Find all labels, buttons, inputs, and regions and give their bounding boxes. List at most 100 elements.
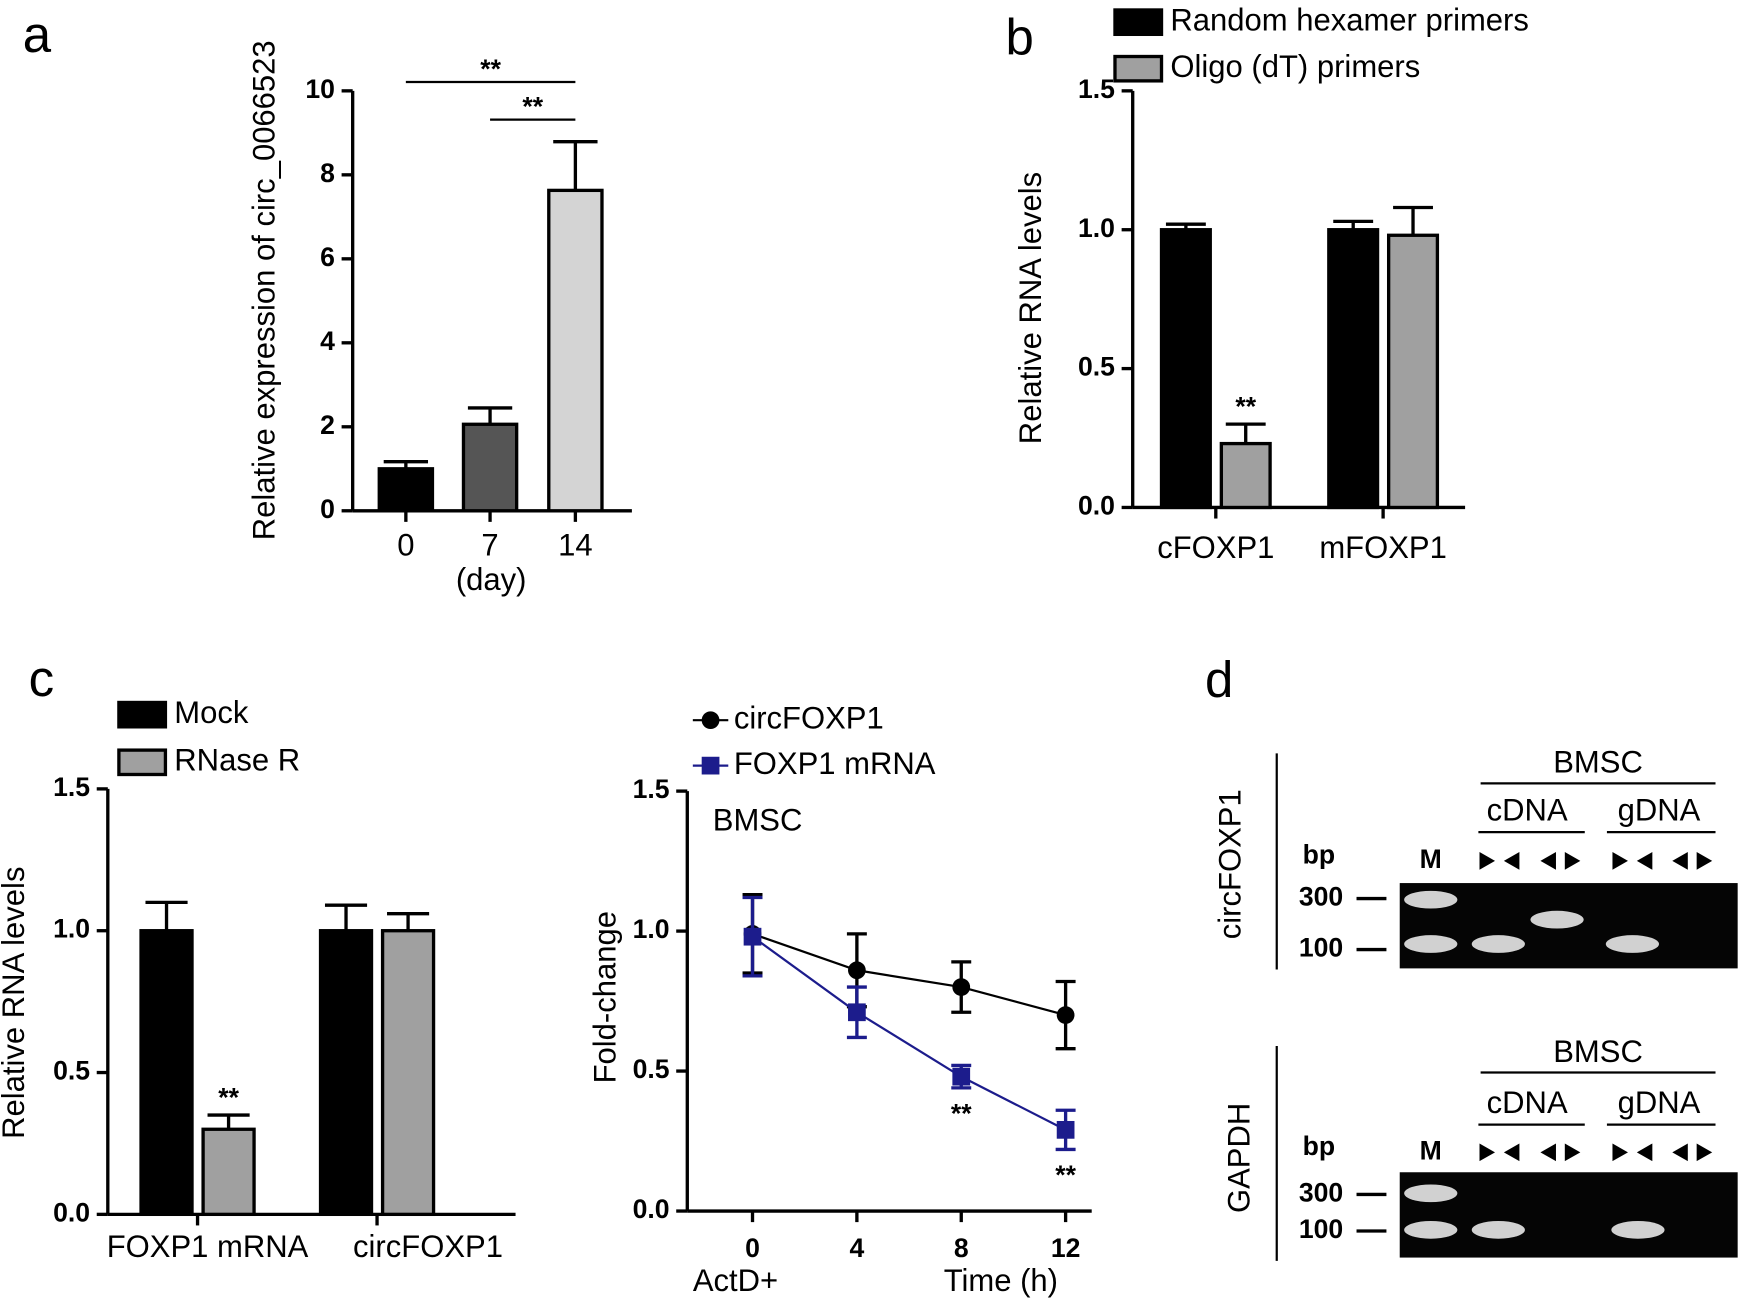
- x-axis-label: Time (h): [944, 1263, 1058, 1298]
- x-tick-label: circFOXP1: [353, 1229, 503, 1264]
- bar: [461, 422, 519, 513]
- y-axis-label: Fold-change: [588, 911, 623, 1083]
- y-tick-label: 0.0: [1078, 490, 1115, 520]
- primer-arrow: [1696, 852, 1713, 870]
- gel-band: [1471, 1221, 1525, 1239]
- x-tick-label: 12: [1051, 1233, 1081, 1263]
- x-tick-label: 8: [954, 1233, 969, 1263]
- gel-band: [1404, 935, 1458, 953]
- primer-arrow: [1479, 1143, 1496, 1162]
- primer-arrow: [1612, 1143, 1628, 1162]
- primer-arrow: [1479, 852, 1496, 870]
- primer-arrow: [1540, 852, 1556, 870]
- x-tick-label: 7: [481, 528, 498, 563]
- size-label: 300: [1299, 1177, 1343, 1207]
- y-tick-label: 1.0: [633, 914, 670, 944]
- primer-arrow: [1636, 1143, 1653, 1162]
- size-label: 100: [1299, 1214, 1343, 1244]
- primer-arrow: [1564, 852, 1581, 870]
- marker: [1056, 1120, 1075, 1139]
- gel-band: [1605, 935, 1659, 953]
- y-tick-label: 8: [320, 158, 335, 188]
- y-axis-label: Relative RNA levels: [1013, 172, 1048, 444]
- primer-arrow: [1503, 852, 1520, 870]
- gel-unit: bp: [1303, 1131, 1335, 1161]
- marker: [1056, 1006, 1075, 1024]
- gel-band: [1404, 1184, 1458, 1203]
- gel-subgroup: gDNA: [1618, 1085, 1701, 1120]
- x-tick-label: 4: [849, 1233, 864, 1263]
- legend-label: Mock: [174, 695, 249, 730]
- x-tick-label: FOXP1 mRNA: [107, 1229, 309, 1264]
- x-axis-label: (day): [456, 562, 527, 597]
- legend-label: Oligo (dT) primers: [1170, 49, 1420, 84]
- y-tick-label: 0.5: [1078, 352, 1115, 382]
- y-tick-label: 0.5: [53, 1056, 90, 1086]
- gel-band: [1471, 935, 1525, 953]
- primer-arrow: [1672, 852, 1688, 870]
- x-prefix: ActD+: [693, 1263, 778, 1298]
- primer-arrow: [1503, 1143, 1520, 1162]
- y-tick-label: 1.0: [53, 914, 90, 944]
- primer-arrow: [1540, 1143, 1556, 1162]
- legend-label: circFOXP1: [734, 700, 884, 735]
- primer-arrow: [1696, 1143, 1713, 1162]
- marker: [952, 1067, 971, 1086]
- bar: [377, 467, 435, 513]
- marker: [743, 927, 762, 946]
- bar: [1159, 228, 1212, 510]
- inset-label: BMSC: [713, 802, 803, 837]
- y-tick-label: 10: [305, 74, 335, 104]
- gel-group: BMSC: [1553, 1034, 1643, 1069]
- y-tick-label: 1.5: [633, 774, 670, 804]
- gel-target: GAPDH: [1221, 1103, 1256, 1213]
- y-tick-label: 0.0: [633, 1194, 670, 1224]
- bar: [547, 188, 604, 513]
- marker: [701, 711, 720, 730]
- bar: [318, 929, 374, 1217]
- gel-group: BMSC: [1553, 745, 1643, 780]
- y-tick-label: 6: [320, 242, 335, 272]
- size-label: 100: [1299, 933, 1343, 963]
- gel-band: [1404, 890, 1458, 909]
- y-tick-label: 1.5: [53, 772, 90, 802]
- marker: [848, 961, 866, 980]
- y-tick-label: 0: [320, 494, 335, 524]
- bar: [1219, 441, 1272, 510]
- legend-swatch: [1113, 54, 1164, 83]
- annotation: **: [522, 92, 543, 122]
- bar: [1386, 233, 1440, 510]
- x-tick-label: mFOXP1: [1319, 530, 1447, 565]
- primer-arrow: [1672, 1143, 1688, 1162]
- gel-target: circFOXP1: [1213, 789, 1248, 939]
- legend-label: FOXP1 mRNA: [734, 746, 936, 781]
- gel-marker: M: [1420, 1135, 1442, 1165]
- x-tick-label: 0: [397, 528, 414, 563]
- gel-unit: bp: [1303, 840, 1335, 870]
- marker: [701, 756, 720, 775]
- legend-swatch: [117, 700, 168, 729]
- annotation: **: [951, 1099, 972, 1129]
- gel-marker: M: [1420, 844, 1442, 874]
- y-axis-label: Relative RNA levels: [0, 867, 31, 1139]
- annotation: **: [218, 1083, 239, 1113]
- x-tick-label: 0: [745, 1233, 760, 1263]
- y-tick-label: 0.5: [633, 1054, 670, 1084]
- marker: [952, 978, 971, 996]
- bar: [380, 929, 436, 1217]
- gel-band: [1611, 1221, 1665, 1239]
- annotation: **: [1235, 392, 1256, 422]
- annotation: **: [480, 54, 501, 84]
- annotation: **: [1055, 1160, 1076, 1190]
- gel-band: [1530, 910, 1584, 929]
- series-line: [751, 935, 1067, 1131]
- x-tick-label: cFOXP1: [1157, 530, 1274, 565]
- bar: [201, 1127, 256, 1217]
- y-axis-label: Relative expression of circ_0066523: [246, 40, 281, 540]
- panel-label: b: [1006, 8, 1034, 65]
- y-tick-label: 4: [320, 326, 335, 356]
- legend-label: RNase R: [174, 742, 300, 777]
- gel-subgroup: cDNA: [1487, 792, 1568, 827]
- primer-arrow: [1636, 852, 1653, 870]
